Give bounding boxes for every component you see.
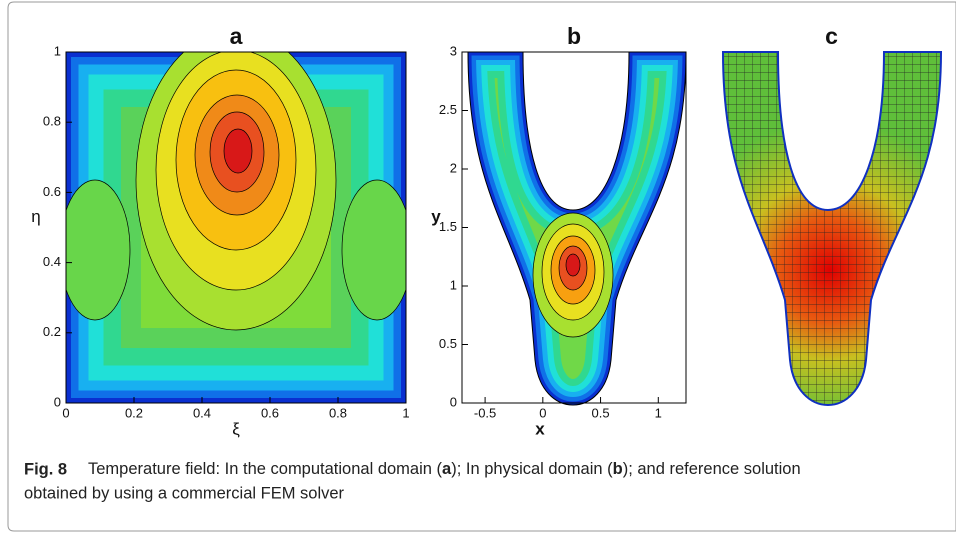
panel-label: c — [825, 23, 838, 49]
y-tick-label: 3 — [450, 43, 457, 58]
x-tick-label: -0.5 — [474, 405, 496, 420]
caption-label: Fig. 8 — [24, 460, 67, 478]
panel-label: a — [230, 23, 243, 49]
panel-label: b — [567, 23, 581, 49]
x-tick-label: 0 — [539, 405, 546, 420]
x-tick-label: 0.6 — [261, 405, 279, 420]
axes-frame-a — [65, 51, 407, 404]
y-axis-label: η — [31, 207, 40, 226]
caption-text: obtained by using a commercial FEM solve… — [24, 484, 345, 502]
y-tick-label: 1 — [54, 43, 61, 58]
contour-plot-b — [468, 52, 686, 405]
y-tick-label: 1.5 — [439, 219, 457, 234]
y-tick-label: 0.4 — [43, 254, 61, 269]
x-tick-label: 0 — [62, 405, 69, 420]
y-tick-label: 0.6 — [43, 184, 61, 199]
x-axis-label: x — [535, 419, 545, 438]
contour-plot-a — [66, 52, 406, 403]
x-tick-label: 0.5 — [592, 405, 610, 420]
y-tick-label: 0.2 — [43, 324, 61, 339]
x-tick-label: 1 — [402, 405, 409, 420]
y-tick-label: 0.5 — [439, 336, 457, 351]
y-tick-label: 0.8 — [43, 114, 61, 129]
figure-border — [7, 1, 956, 532]
y-axis-label: y — [431, 207, 441, 226]
y-tick-label: 0 — [450, 394, 457, 409]
x-tick-label: 0.2 — [125, 405, 143, 420]
x-tick-label: 1 — [655, 405, 662, 420]
y-tick-label: 0 — [54, 394, 61, 409]
mesh-plot-c — [723, 52, 941, 405]
y-tick-label: 1 — [450, 277, 457, 292]
x-axis-label: ξ — [232, 419, 240, 438]
y-tick-label: 2.5 — [439, 102, 457, 117]
caption-text: Temperature field: In the computational … — [88, 460, 801, 478]
x-tick-label: 0.4 — [193, 405, 211, 420]
y-tick-label: 2 — [450, 160, 457, 175]
x-tick-label: 0.8 — [329, 405, 347, 420]
